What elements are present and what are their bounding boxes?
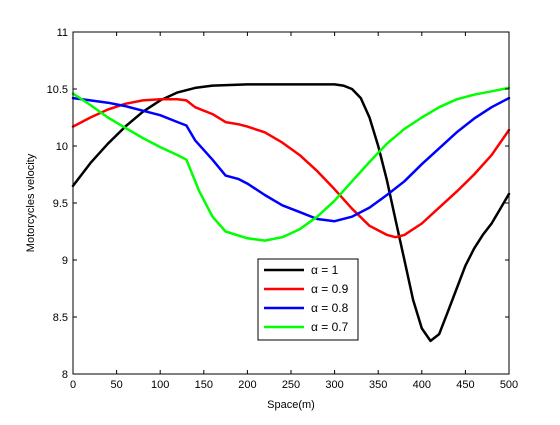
y-tick-label: 10: [56, 141, 68, 153]
y-tick-label: 11: [57, 27, 68, 39]
x-axis-label: Space(m): [267, 399, 315, 411]
x-tick-label: 300: [325, 379, 343, 391]
x-tick-label: 350: [369, 379, 387, 391]
legend: α = 1 α = 0.9 α = 0.8 α = 0.7: [257, 258, 359, 341]
y-tick-label: 9: [62, 255, 68, 267]
x-tick-label: 150: [195, 379, 213, 391]
x-tick-label: 50: [110, 379, 122, 391]
y-axis-ticks: 8 8.5 9 9.5 10 10.5 11: [47, 27, 509, 381]
y-tick-label: 8.5: [53, 312, 68, 324]
x-tick-label: 500: [500, 379, 518, 391]
series-line-4: [71, 86, 511, 242]
legend-label-3: α = 0.8: [311, 301, 349, 315]
y-tick-label: 8: [62, 369, 68, 381]
x-tick-label: 200: [238, 379, 256, 391]
series-line-3: [71, 96, 511, 223]
series-line-2: [71, 98, 511, 239]
x-tick-label: 0: [70, 379, 76, 391]
x-tick-label: 450: [456, 379, 474, 391]
legend-label-2: α = 0.9: [311, 282, 349, 296]
legend-label-1: α = 1: [311, 263, 339, 277]
x-tick-label: 250: [282, 379, 300, 391]
x-tick-label: 100: [151, 379, 169, 391]
y-tick-label: 9.5: [53, 198, 68, 210]
y-tick-label: 10.5: [47, 84, 68, 96]
x-tick-label: 400: [413, 379, 431, 391]
y-axis-label: Motorcycles velocity: [25, 153, 37, 252]
legend-label-4: α = 0.7: [311, 320, 349, 334]
series-layer: [71, 83, 511, 343]
x-axis-ticks: 0 50 100 150 200 250 300 350 400 450 500: [70, 32, 518, 391]
